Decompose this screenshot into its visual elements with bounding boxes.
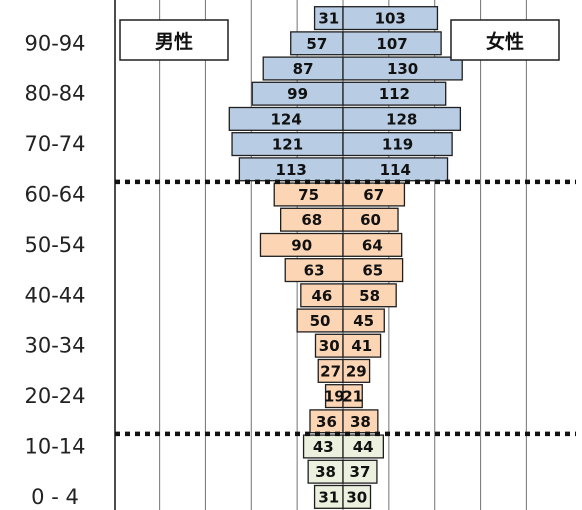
female-bar [342, 283, 397, 308]
female-bar [342, 232, 403, 257]
divider-layer [115, 179, 576, 437]
male-value-label: 63 [304, 262, 325, 280]
legend: 男性 女性 [119, 19, 560, 61]
male-label: 男性 [155, 30, 193, 53]
female-bar [342, 6, 439, 31]
male-value-label: 68 [301, 211, 322, 229]
female-bar [342, 182, 406, 207]
female-value-label: 64 [362, 236, 383, 254]
female-value-label: 119 [382, 136, 413, 154]
y-tick-label: 80-84 [24, 82, 85, 106]
female-value-label: 41 [351, 337, 372, 355]
female-value-label: 58 [359, 287, 380, 305]
female-bar [342, 409, 379, 434]
female-bar [342, 81, 447, 106]
female-bar [342, 484, 372, 509]
male-value-label: 57 [306, 35, 327, 53]
female-value-label: 37 [350, 463, 371, 481]
y-tick-label: 70-74 [24, 132, 85, 156]
female-value-label: 128 [386, 110, 417, 128]
male-value-label: 46 [311, 287, 332, 305]
female-bar [342, 333, 382, 358]
y-tick-label: 90-94 [24, 31, 85, 55]
male-value-label: 99 [287, 85, 308, 103]
female-label-box [450, 19, 560, 61]
male-value-label: 90 [291, 236, 312, 254]
female-bar [342, 106, 462, 131]
female-value-label: 65 [362, 262, 383, 280]
male-label-box [119, 19, 229, 61]
y-tick-label: 0 - 4 [31, 485, 79, 509]
male-value-label: 75 [298, 186, 319, 204]
female-value-label: 29 [346, 362, 367, 380]
y-tick-label: 50-54 [24, 233, 85, 257]
female-value-label: 130 [387, 60, 418, 78]
y-tick-label: 60-64 [24, 183, 85, 207]
female-bar [342, 308, 385, 333]
y-tick-label: 40-44 [24, 283, 85, 307]
female-bar [342, 434, 384, 459]
male-value-label: 38 [315, 463, 336, 481]
male-value-label: 113 [276, 161, 307, 179]
male-value-label: 31 [318, 488, 339, 506]
female-value-label: 60 [360, 211, 381, 229]
female-value-label: 45 [353, 312, 374, 330]
female-value-label: 67 [363, 186, 384, 204]
male-value-label: 124 [270, 110, 301, 128]
female-bar [342, 207, 399, 232]
female-value-label: 38 [350, 413, 371, 431]
male-value-label: 87 [293, 60, 314, 78]
female-value-label: 112 [379, 85, 410, 103]
male-value-label: 50 [310, 312, 331, 330]
female-bar [342, 31, 442, 56]
female-bar [342, 56, 463, 81]
y-tick-label: 10-14 [24, 435, 85, 459]
female-bar [342, 132, 453, 157]
female-bar [342, 384, 363, 409]
male-value-label: 36 [316, 413, 337, 431]
female-value-label: 21 [342, 388, 363, 406]
y-axis-ticks: 0 - 4 10-14 20-24 30-34 40-44 50-54 60-64 70-74… [24, 31, 85, 509]
male-value-label: 43 [313, 438, 334, 456]
female-bar [342, 358, 371, 383]
male-value-label: 27 [320, 362, 341, 380]
male-value-label: 19 [324, 388, 345, 406]
female-value-label: 114 [380, 161, 411, 179]
male-value-label: 31 [318, 10, 339, 28]
female-value-label: 107 [376, 35, 407, 53]
female-bar [342, 459, 378, 484]
female-value-label: 103 [375, 10, 406, 28]
male-value-label: 121 [272, 136, 303, 154]
y-tick-label: 20-24 [24, 384, 85, 408]
female-value-label: 44 [353, 438, 374, 456]
female-value-label: 30 [346, 488, 367, 506]
male-value-label: 30 [319, 337, 340, 355]
female-label: 女性 [486, 30, 524, 53]
female-bar [342, 258, 404, 283]
y-tick-label: 30-34 [24, 334, 85, 358]
